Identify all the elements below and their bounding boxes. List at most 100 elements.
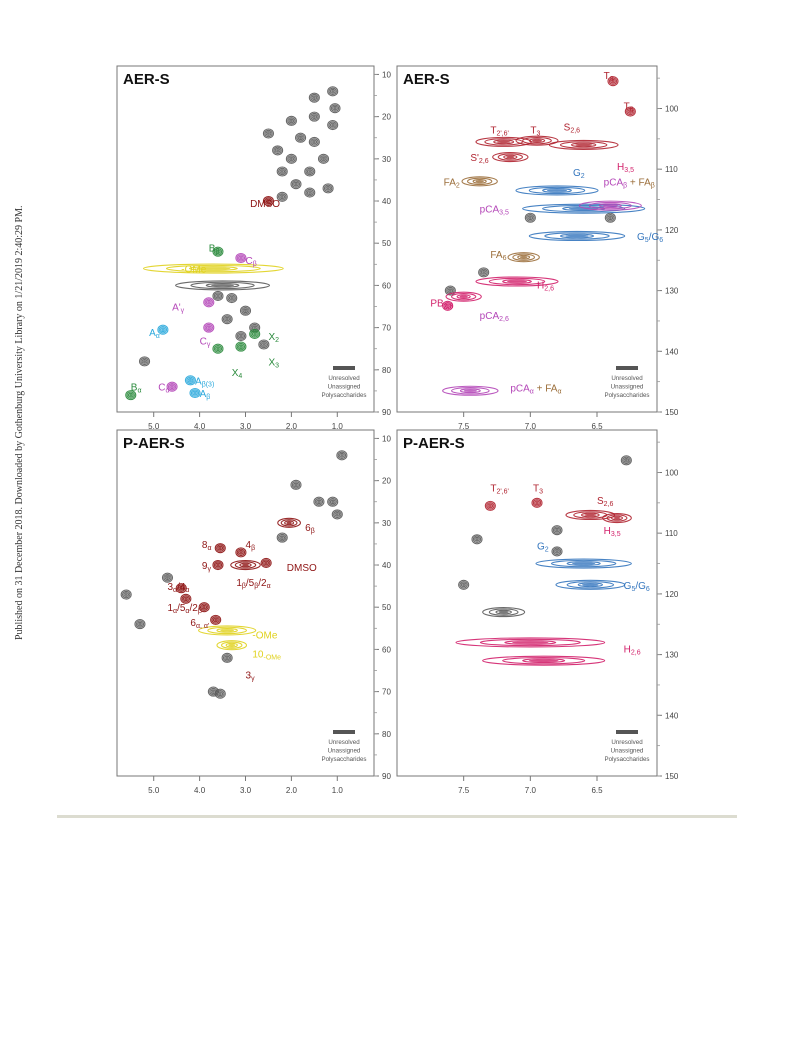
legend-text: Unresolved: [328, 375, 360, 382]
contour-peak: [515, 185, 599, 196]
contour-peak: [142, 263, 284, 274]
contour-peak: [276, 191, 288, 202]
contour-peak: [214, 688, 226, 699]
peak-label: X4: [232, 368, 243, 380]
y-tick-label: 100: [665, 468, 679, 477]
nmr-panel-4: 100 110 120 130 140 150 7.5 7.0 6.5 P-AER-S T2',6'…: [396, 429, 679, 795]
contour-peak: [602, 512, 632, 524]
contour-peak: [327, 496, 339, 507]
x-tick-label: 4.0: [194, 786, 206, 795]
peak-label: Bα: [131, 383, 142, 395]
contour-peak: [212, 246, 224, 257]
legend-text: Unassigned: [328, 384, 361, 391]
contour-peak: [239, 305, 252, 316]
panel-frame: [116, 65, 375, 413]
x-tick-label: 6.5: [591, 786, 603, 795]
contour-peak: [308, 92, 320, 103]
peak-label: pCAβ + FAβ: [604, 177, 655, 189]
x-tick-label: 7.0: [525, 422, 537, 431]
contour-peak: [212, 290, 224, 302]
peak-label: A'γ: [172, 303, 185, 315]
y-tick-label: 130: [665, 651, 679, 660]
contour-peak: [249, 328, 261, 339]
nmr-panel-1: 10 20 30 40 50 60 70 80 90 5.0 4.0 3.0 2.0 1.0 AER-S DM…: [116, 65, 391, 431]
contour-peak: [478, 267, 490, 278]
contour-peak: [578, 200, 642, 211]
peak-label: 6β: [305, 523, 315, 535]
peak-label: T6: [624, 101, 634, 113]
panel-frame: [396, 429, 658, 777]
peak-label: H2,6: [537, 281, 554, 293]
contour-peak: [317, 153, 330, 164]
peak-label: Aβ(3): [195, 376, 214, 388]
x-tick-label: 7.5: [458, 786, 470, 795]
peak-label: T8: [604, 71, 614, 83]
x-tick-label: 4.0: [194, 422, 206, 431]
panel-title: AER-S: [123, 71, 170, 88]
contour-peak: [230, 559, 261, 571]
contour-peak: [604, 212, 616, 223]
legend-text: Polysaccharides: [604, 392, 649, 399]
contour-peak: [198, 625, 257, 636]
contour-peak: [290, 479, 302, 490]
peak-label: X3: [268, 357, 279, 369]
y-tick-label: 130: [665, 287, 679, 296]
contour-peak: [482, 607, 526, 618]
contour-peak: [134, 619, 146, 630]
legend-text: Polysaccharides: [604, 756, 649, 763]
contour-peak: [180, 593, 192, 604]
contour-peak: [471, 534, 483, 545]
contour-peak: [484, 500, 496, 511]
contour-peak: [258, 339, 270, 350]
contour-peak: [304, 166, 316, 177]
y-tick-label: 20: [382, 477, 391, 486]
peak-label: DMSO: [250, 199, 280, 210]
contour-peak: [620, 455, 632, 466]
peak-label: Cα: [158, 383, 169, 395]
panel-frame: [116, 429, 375, 777]
peak-label: H2,6: [624, 645, 641, 657]
contour-peak: [210, 614, 222, 625]
y-tick-label: 90: [382, 408, 391, 417]
peak-label: T3: [530, 126, 540, 138]
legend-text: Unassigned: [328, 748, 361, 755]
legend-text: Polysaccharides: [321, 756, 366, 763]
contour-peak: [203, 322, 215, 333]
contour-peak: [331, 509, 343, 520]
contour-peak: [203, 297, 215, 308]
peak-label: Bβ: [209, 243, 220, 255]
peak-label: 3γ: [246, 671, 256, 683]
contour-peak: [212, 559, 224, 571]
y-tick-label: 70: [382, 324, 391, 333]
peak-label: 3α/4α: [167, 582, 189, 594]
peak-label: DMSO: [287, 563, 317, 574]
peak-label: -OMe: [181, 265, 206, 276]
contour-peak: [125, 390, 137, 401]
y-tick-label: 60: [382, 645, 391, 654]
x-tick-label: 5.0: [148, 422, 160, 431]
y-tick-label: 50: [382, 603, 391, 612]
peak-label: 9γ: [202, 561, 212, 573]
contour-peak: [548, 139, 619, 150]
contour-peak: [322, 183, 334, 194]
contour-peak: [276, 532, 288, 543]
contour-peak: [235, 252, 247, 264]
peak-label: 6α, α': [190, 618, 209, 630]
x-tick-label: 2.0: [286, 422, 298, 431]
y-tick-label: 140: [665, 711, 679, 720]
peak-label: 1β/5β/2α: [236, 578, 270, 590]
y-tick-label: 110: [665, 165, 678, 174]
peak-label: G5/G6: [624, 581, 650, 593]
peak-label: FA2: [444, 177, 460, 189]
x-tick-label: 6.5: [591, 422, 603, 431]
contour-peak: [336, 450, 348, 461]
contour-peak: [166, 381, 178, 392]
y-tick-label: 110: [665, 529, 678, 538]
contour-peak: [189, 387, 201, 399]
contour-peak: [175, 583, 187, 594]
contour-peak: [624, 106, 636, 117]
panel-title: P-AER-S: [123, 435, 185, 452]
